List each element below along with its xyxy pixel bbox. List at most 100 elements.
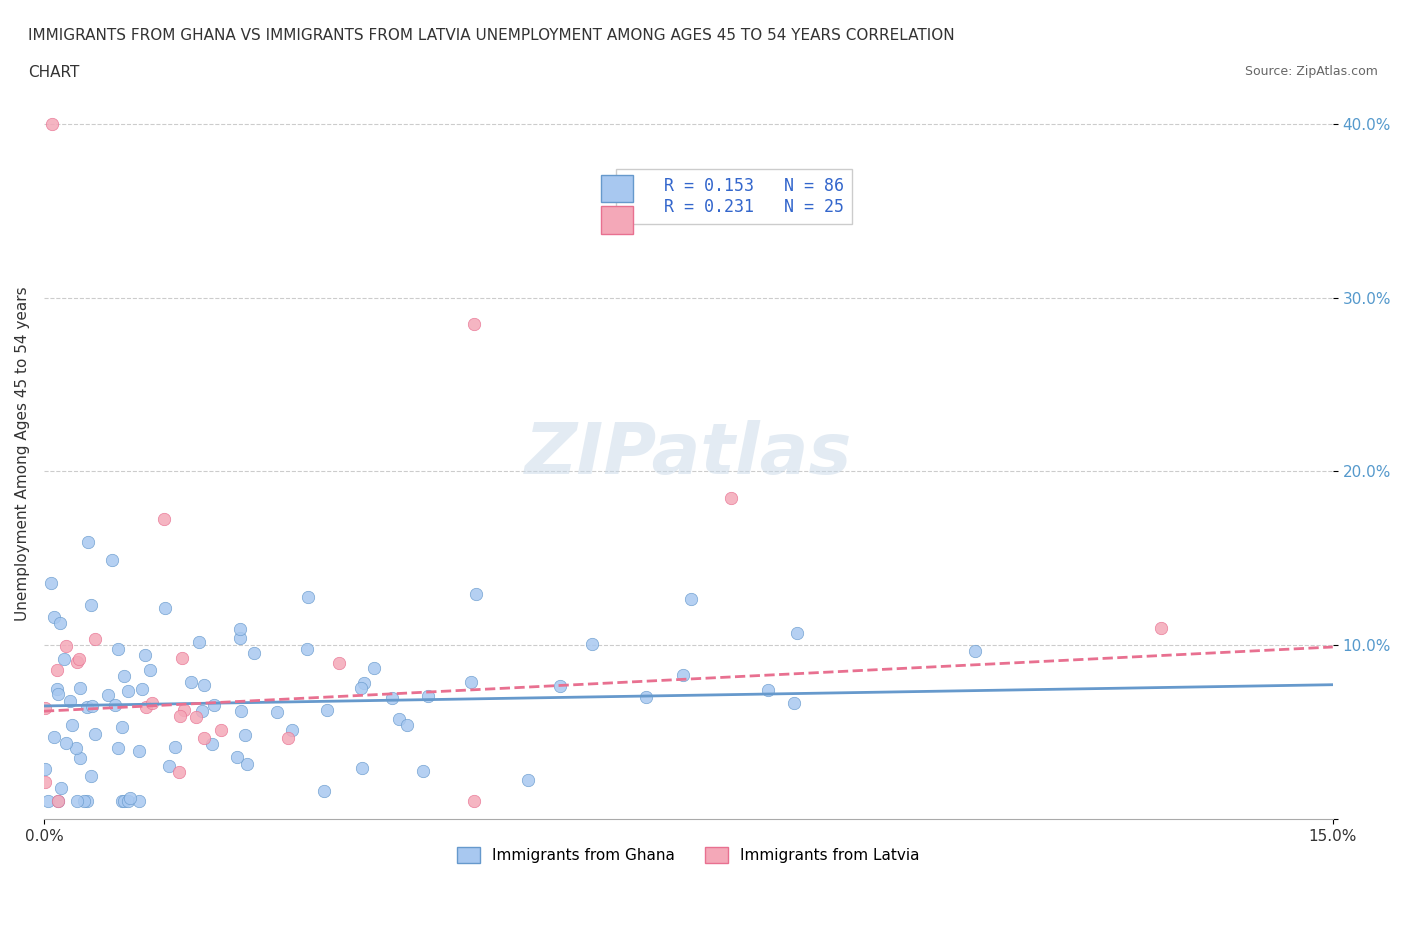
Point (112, 669, 135, 684)
Point (107, 741, 129, 756)
Text: CHART: CHART (28, 65, 80, 80)
Legend: Immigrants from Ghana, Immigrants from Latvia: Immigrants from Ghana, Immigrants from L… (450, 842, 927, 870)
Point (69, 751, 91, 765)
Point (201, 737, 224, 751)
Point (395, 718, 418, 733)
Point (756, 683, 779, 698)
Point (783, 696, 806, 711)
Point (184, 710, 207, 724)
Point (315, 703, 337, 718)
Point (167, 764, 190, 779)
Point (209, 723, 232, 737)
Point (463, 794, 485, 809)
Point (963, 644, 986, 658)
Point (97, 687, 120, 702)
Point (229, 631, 252, 646)
Point (548, 678, 571, 693)
Point (46, 794, 69, 809)
Point (42, 609, 65, 624)
Point (679, 591, 702, 606)
Point (128, 743, 150, 758)
Point (55, 638, 77, 653)
Point (314, 783, 336, 798)
Point (65, 794, 87, 809)
Point (581, 637, 603, 652)
Point (131, 681, 153, 696)
Point (202, 698, 225, 712)
Point (1150, 620, 1173, 635)
Point (69, 681, 91, 696)
Point (157, 759, 180, 774)
Point (65, 741, 87, 756)
Point (297, 642, 319, 657)
Point (412, 764, 434, 778)
Point (242, 646, 264, 661)
Text: R = 0.153   N = 86
    R = 0.231   N = 25: R = 0.153 N = 86 R = 0.231 N = 25 (624, 177, 844, 216)
Point (163, 739, 186, 754)
Point (135, 699, 157, 714)
Point (141, 696, 163, 711)
Point (516, 773, 538, 788)
Point (111, 720, 134, 735)
Point (76, 535, 98, 550)
Point (155, 601, 177, 616)
Point (128, 794, 150, 809)
Text: Source: ZipAtlas.com: Source: ZipAtlas.com (1244, 65, 1378, 78)
Point (786, 625, 808, 640)
Point (233, 728, 256, 743)
Point (34, 762, 56, 777)
Point (180, 674, 202, 689)
Point (49, 780, 72, 795)
Point (153, 512, 176, 526)
Point (672, 668, 695, 683)
Text: IMMIGRANTS FROM GHANA VS IMMIGRANTS FROM LATVIA UNEMPLOYMENT AMONG AGES 45 TO 54: IMMIGRANTS FROM GHANA VS IMMIGRANTS FROM… (28, 28, 955, 43)
Text: ZIPatlas: ZIPatlas (524, 419, 852, 488)
Point (266, 705, 288, 720)
Point (49, 616, 72, 631)
Point (416, 688, 439, 703)
Point (117, 684, 139, 698)
Point (465, 586, 488, 601)
Point (46, 686, 69, 701)
Point (45, 682, 67, 697)
Point (83, 632, 105, 647)
Point (120, 790, 142, 805)
Point (134, 647, 156, 662)
Point (104, 698, 127, 712)
Point (328, 655, 350, 670)
Point (173, 702, 195, 717)
FancyBboxPatch shape (600, 206, 633, 233)
Point (60, 717, 83, 732)
Point (41, 116, 63, 131)
Point (65, 654, 87, 669)
Point (107, 641, 129, 656)
Point (42, 730, 65, 745)
Point (228, 621, 250, 636)
Point (188, 635, 211, 650)
Point (636, 690, 658, 705)
Point (34, 700, 56, 715)
Y-axis label: Unemployment Among Ages 45 to 54 years: Unemployment Among Ages 45 to 54 years (15, 286, 30, 621)
Point (190, 704, 212, 719)
Point (80, 698, 103, 713)
Point (37, 794, 59, 809)
Point (353, 676, 375, 691)
Point (460, 675, 482, 690)
Point (277, 731, 299, 746)
Point (720, 490, 742, 505)
Point (117, 794, 139, 809)
Point (463, 316, 485, 331)
Point (80, 769, 103, 784)
Point (111, 794, 134, 809)
Point (76, 699, 98, 714)
Point (67, 652, 90, 667)
Point (84, 726, 107, 741)
Point (52, 652, 75, 667)
Point (363, 660, 385, 675)
Point (193, 677, 215, 692)
Point (76, 794, 98, 809)
Point (236, 757, 259, 772)
Point (350, 761, 373, 776)
Point (225, 750, 247, 764)
Point (59, 694, 82, 709)
